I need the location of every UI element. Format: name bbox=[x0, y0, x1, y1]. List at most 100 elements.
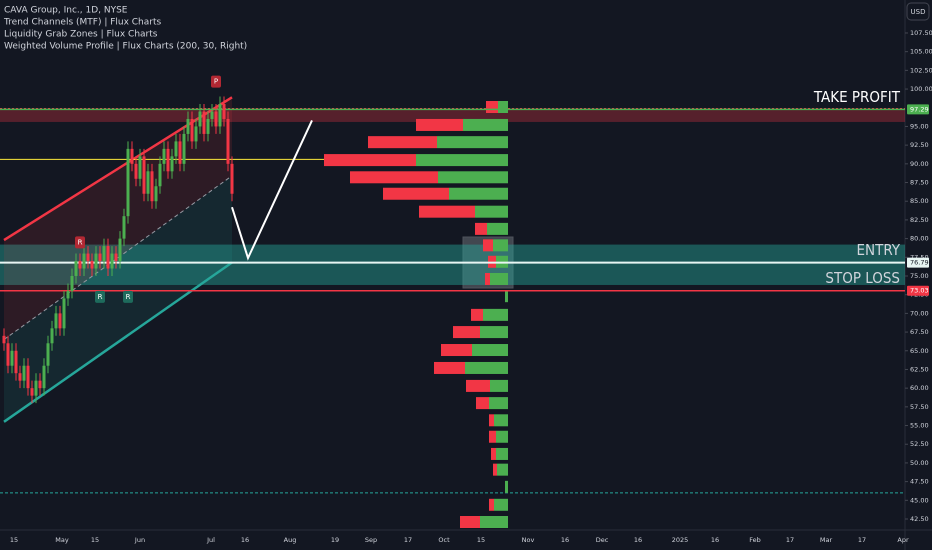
x-tick-label: Dec bbox=[596, 536, 609, 544]
sell-volume bbox=[491, 447, 496, 460]
candle-body bbox=[226, 118, 230, 164]
x-tick-label: 19 bbox=[331, 536, 339, 544]
candle-body bbox=[26, 365, 30, 389]
candle-body bbox=[90, 261, 94, 269]
buy-volume bbox=[449, 187, 508, 200]
candle-body bbox=[2, 335, 6, 344]
candle-body bbox=[210, 111, 214, 119]
x-tick-label: Sep bbox=[365, 536, 377, 544]
buy-volume bbox=[505, 290, 508, 303]
x-tick-label: Apr bbox=[897, 536, 909, 544]
sell-volume bbox=[416, 118, 463, 131]
candle-body bbox=[218, 104, 222, 127]
x-tick-label: Feb bbox=[749, 536, 761, 544]
candle-body bbox=[202, 111, 206, 134]
candle-body bbox=[58, 313, 62, 329]
candle-body bbox=[42, 365, 46, 389]
sell-volume bbox=[350, 171, 438, 184]
sell-volume bbox=[466, 379, 490, 392]
candle-body bbox=[194, 126, 198, 142]
x-tick-label: 15 bbox=[91, 536, 99, 544]
candle-body bbox=[142, 156, 146, 194]
candle-body bbox=[198, 111, 202, 127]
sell-volume bbox=[486, 101, 498, 114]
y-tick-label: 70.00 bbox=[910, 309, 929, 317]
candle-body bbox=[22, 365, 26, 381]
y-tick-label: 60.00 bbox=[910, 384, 929, 392]
buy-volume bbox=[490, 272, 508, 285]
buy-volume bbox=[494, 414, 508, 427]
x-tick-label: 16 bbox=[241, 536, 249, 544]
candle-body bbox=[166, 148, 170, 172]
buy-volume bbox=[483, 308, 508, 321]
candle-body bbox=[66, 290, 70, 299]
y-tick-label: 47.50 bbox=[910, 478, 929, 486]
channel-line bbox=[3, 261, 233, 423]
x-tick-label: Aug bbox=[284, 536, 297, 544]
candle-body bbox=[106, 246, 110, 269]
candle-body bbox=[102, 246, 106, 262]
buy-volume bbox=[438, 171, 508, 184]
indicator: Liquidity Grab Zones | Flux Charts bbox=[4, 30, 158, 40]
buy-volume bbox=[489, 397, 508, 410]
buy-volume bbox=[496, 430, 508, 443]
candle-body bbox=[206, 118, 210, 134]
x-tick-label: Nov bbox=[522, 536, 535, 544]
candle-body bbox=[138, 156, 142, 179]
y-tick-label: 45.00 bbox=[910, 496, 929, 504]
sell-volume bbox=[460, 515, 480, 528]
x-tick-label: 17 bbox=[404, 536, 412, 544]
candle-body bbox=[222, 104, 226, 119]
x-tick-label: 2025 bbox=[672, 536, 689, 544]
sell-volume bbox=[471, 308, 483, 321]
zone bbox=[0, 244, 905, 285]
candle-body bbox=[158, 163, 162, 187]
marker-label: R bbox=[98, 293, 103, 301]
price-badge bbox=[907, 257, 929, 268]
candle-body bbox=[18, 373, 22, 381]
sell-volume bbox=[453, 326, 480, 339]
buy-volume bbox=[463, 118, 508, 131]
y-tick-label: 57.50 bbox=[910, 403, 929, 411]
buy-volume bbox=[505, 480, 508, 493]
buy-volume bbox=[475, 205, 508, 218]
candle-body bbox=[6, 343, 10, 366]
buy-volume bbox=[496, 447, 508, 460]
y-tick-label: 55.00 bbox=[910, 422, 929, 430]
marker bbox=[75, 236, 85, 249]
currency-button[interactable] bbox=[906, 2, 930, 21]
price-badge-label: 73.03 bbox=[910, 287, 929, 295]
candle-body bbox=[230, 163, 234, 194]
marker-label: R bbox=[78, 238, 83, 246]
y-tick-label: 65.00 bbox=[910, 347, 929, 355]
candle-body bbox=[122, 216, 126, 239]
price-badge-label: 76.79 bbox=[910, 259, 929, 267]
candle-body bbox=[214, 111, 218, 127]
x-tick-label: 15 bbox=[10, 536, 18, 544]
x-tick-label: May bbox=[55, 536, 69, 544]
y-tick-label: 62.50 bbox=[910, 365, 929, 373]
candle-body bbox=[14, 350, 18, 374]
sell-volume bbox=[324, 154, 416, 167]
buy-volume bbox=[416, 154, 508, 167]
x-tick-label: 15 bbox=[477, 536, 485, 544]
buy-volume bbox=[487, 222, 508, 235]
x-tick-label: Jul bbox=[206, 536, 215, 544]
sell-volume bbox=[489, 498, 494, 511]
buy-volume bbox=[480, 515, 508, 528]
candle-body bbox=[86, 253, 90, 262]
level-label: TAKE PROFIT bbox=[813, 88, 901, 106]
candle-body bbox=[82, 253, 86, 269]
projection bbox=[231, 120, 313, 261]
y-tick-label: 90.00 bbox=[910, 160, 929, 168]
y-tick-label: 82.50 bbox=[910, 216, 929, 224]
sell-volume bbox=[434, 361, 465, 374]
marker-label: R bbox=[126, 293, 131, 301]
candle-body bbox=[30, 388, 34, 396]
candle-body bbox=[150, 171, 154, 202]
candle-body bbox=[94, 253, 98, 269]
y-tick-label: 52.50 bbox=[910, 440, 929, 448]
y-tick-label: 100.00 bbox=[910, 85, 932, 93]
currency[interactable]: USD bbox=[911, 8, 926, 16]
